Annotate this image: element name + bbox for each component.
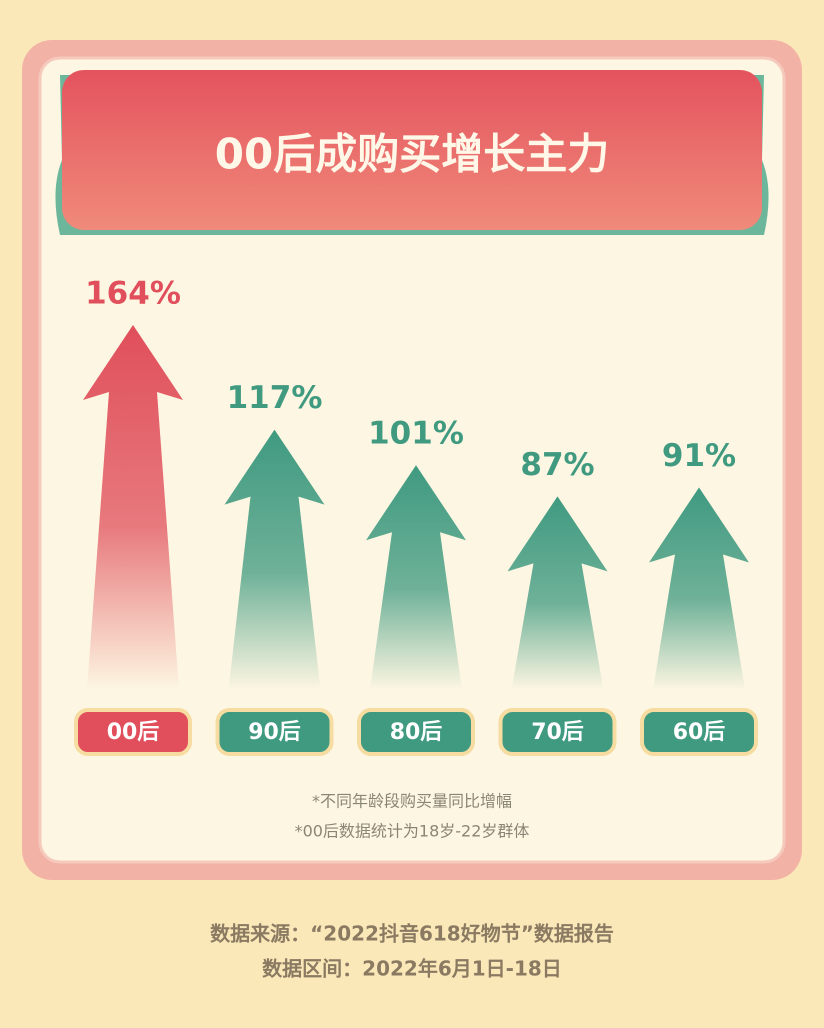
category-pill <box>215 708 334 756</box>
note: *00后数据统计为18岁-22岁群体 <box>295 822 530 841</box>
value-label: 164% <box>85 276 181 312</box>
value-label: 101% <box>368 416 464 452</box>
category-label: 00后 <box>107 720 160 745</box>
footer-text: 数据来源：“2022抖音618好物节”数据报告 <box>210 922 614 946</box>
category-pill <box>357 708 475 756</box>
category-pill <box>74 708 192 756</box>
value-label: 87% <box>520 447 594 483</box>
category-label: 60后 <box>673 720 726 745</box>
category-label: 70后 <box>531 720 584 745</box>
category-pill <box>498 708 617 756</box>
category-label: 90后 <box>248 720 301 745</box>
value-label: 117% <box>227 380 323 416</box>
arrow-bar <box>83 325 183 690</box>
footer-text: 数据区间：2022年6月1日-18日 <box>262 957 562 981</box>
category-label: 80后 <box>390 720 443 745</box>
arrow-bar <box>649 487 749 690</box>
arrow-bar <box>366 465 466 690</box>
arrow-bar <box>507 496 608 690</box>
value-label: 91% <box>662 438 736 474</box>
arrow-bar <box>224 429 325 690</box>
title-banner <box>62 70 762 230</box>
chart-title: 00后成购买增长主力 <box>215 130 609 179</box>
note: *不同年龄段购买量同比增幅 <box>312 792 512 811</box>
category-pill <box>640 708 758 756</box>
